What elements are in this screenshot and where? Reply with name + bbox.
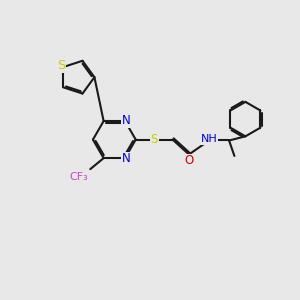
Text: O: O xyxy=(184,154,194,167)
Text: NH: NH xyxy=(200,134,217,144)
Text: S: S xyxy=(57,59,65,72)
Text: CF₃: CF₃ xyxy=(70,172,88,182)
Text: S: S xyxy=(151,133,158,146)
Text: N: N xyxy=(122,152,131,165)
Text: N: N xyxy=(122,114,131,127)
